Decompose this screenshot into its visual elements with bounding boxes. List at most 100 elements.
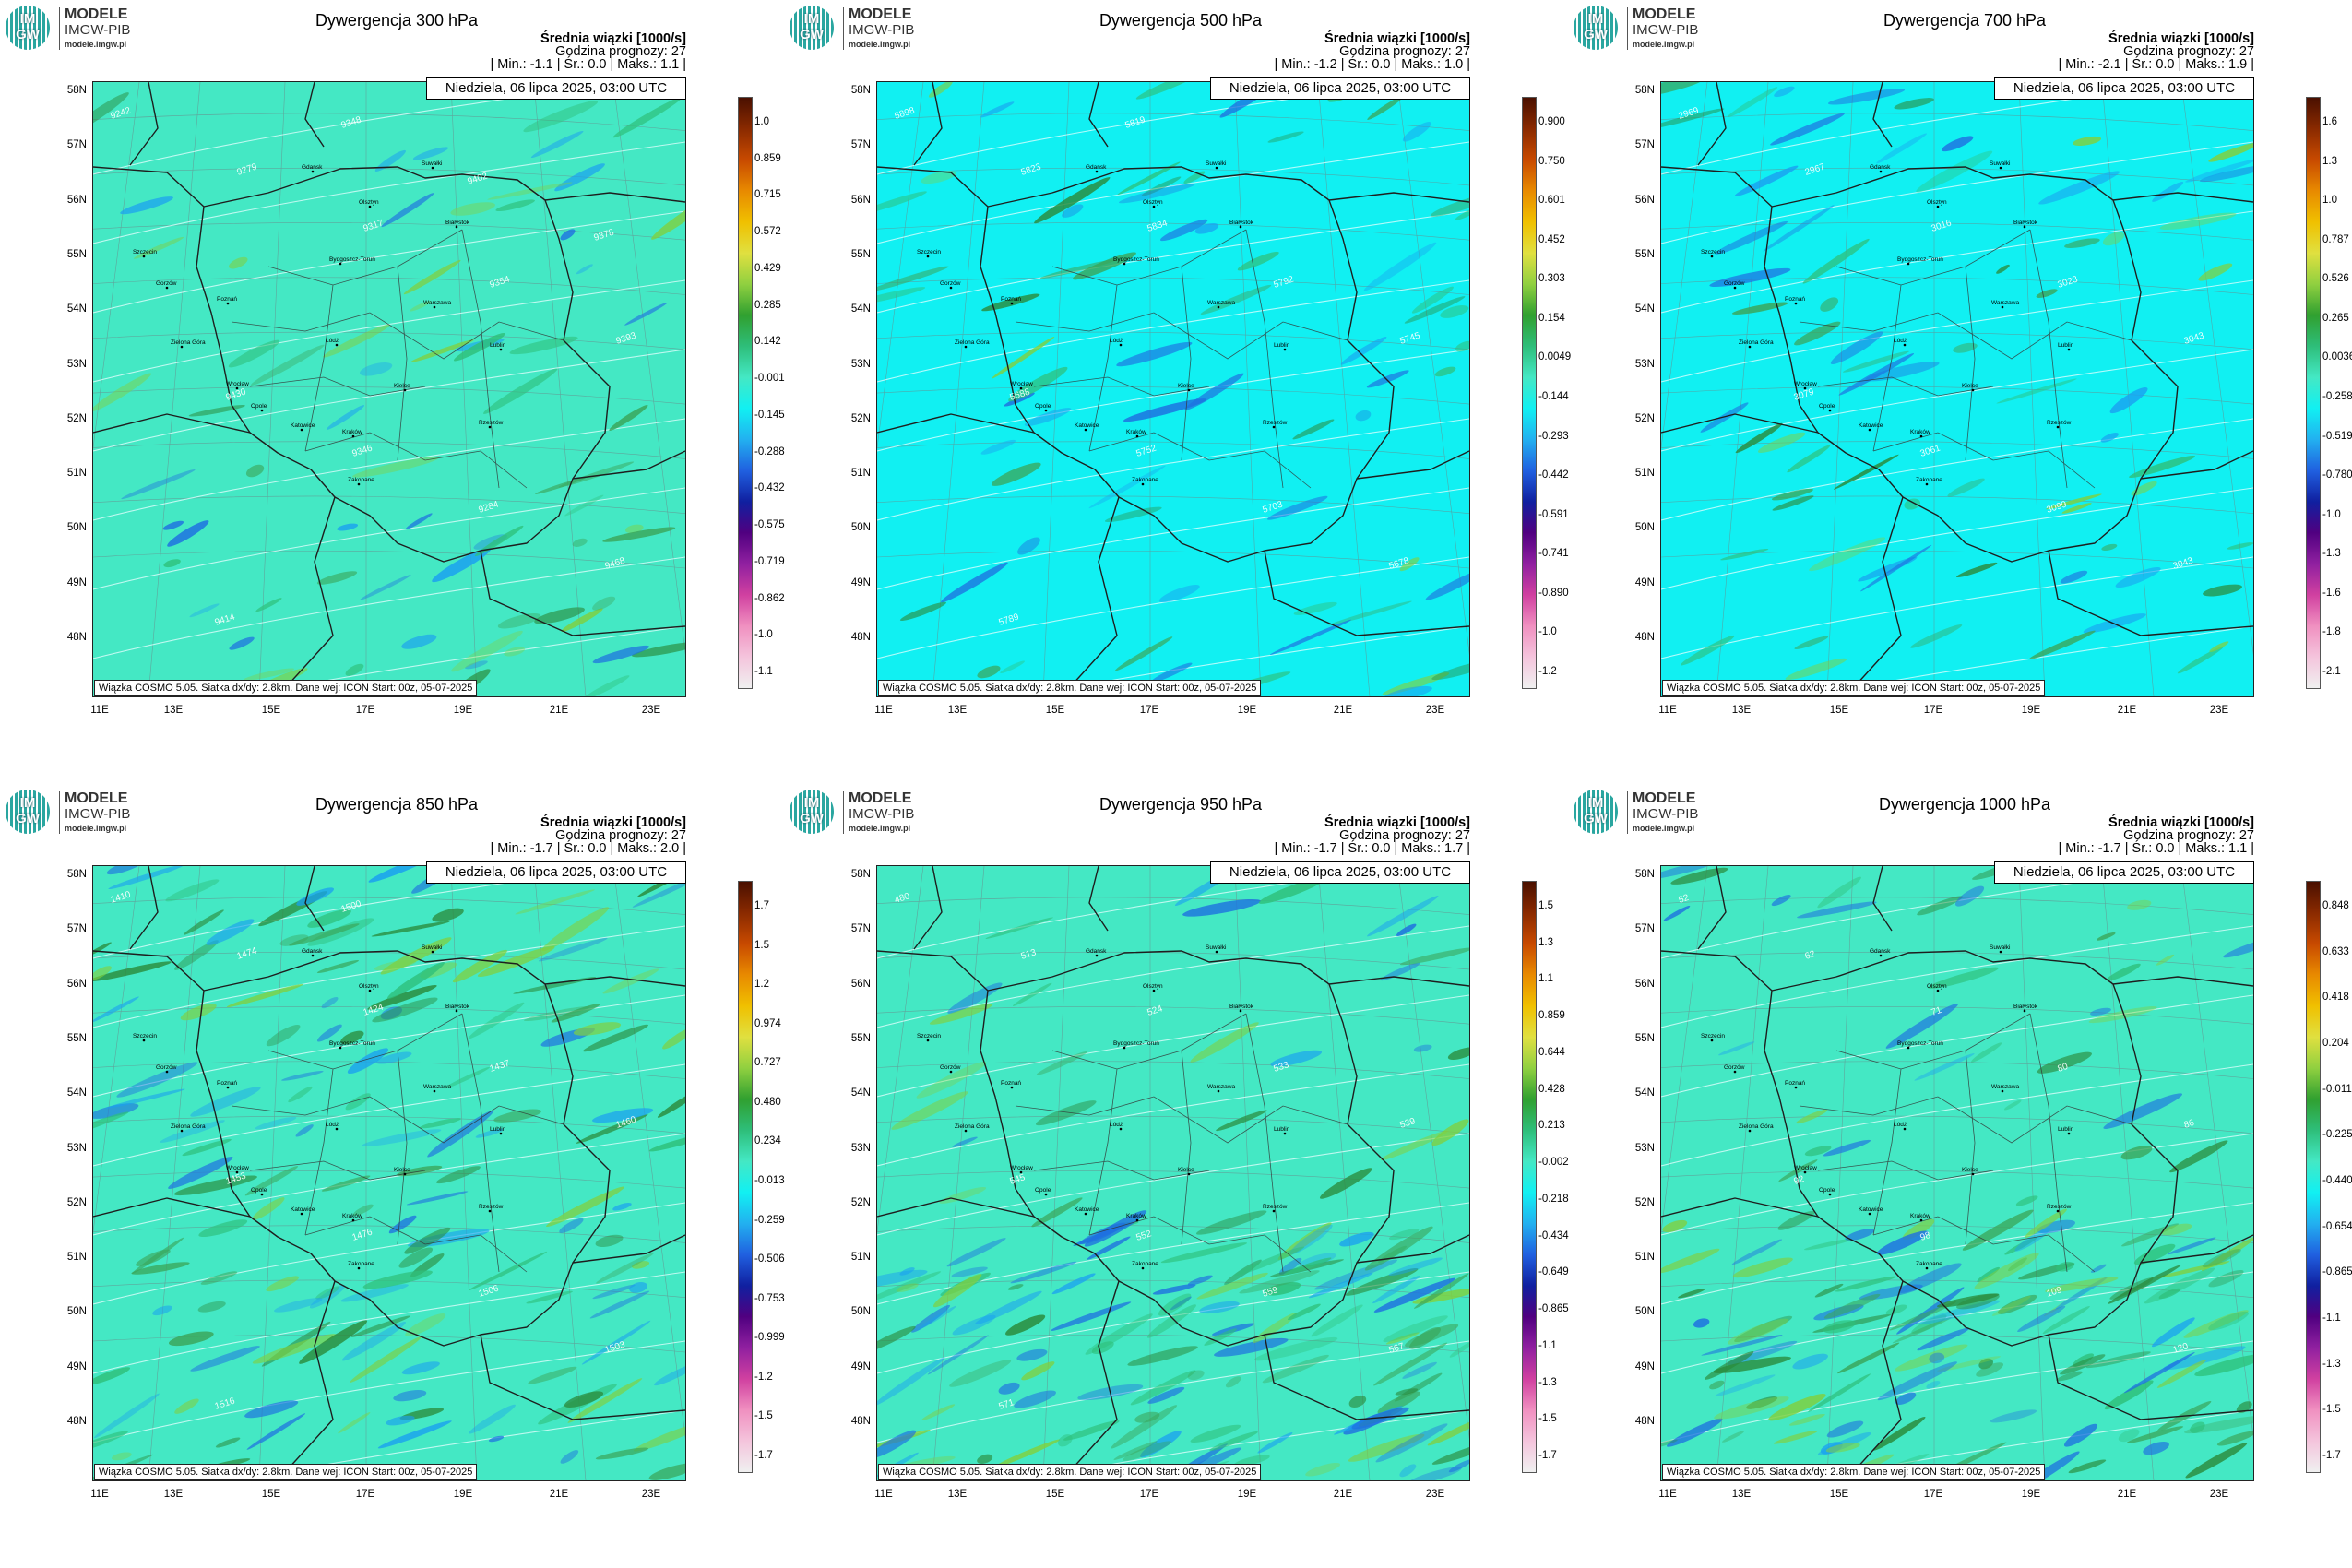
- border-czech: [277, 1280, 336, 1480]
- city-name: Kielce: [1178, 383, 1194, 389]
- city-marker: [1936, 989, 1940, 992]
- forecast-hour-label: Godzina prognozy: 27: [1339, 828, 1470, 843]
- city-marker: [1903, 343, 1907, 347]
- city-name: Rzeszów: [479, 1204, 504, 1210]
- city-name: Zielona Góra: [171, 1123, 206, 1130]
- city-labels: Gdańsk Olsztyn Szczecin Suwałki Białystok Byd…: [917, 944, 1290, 1270]
- longitude-label: 19E: [453, 1489, 473, 1500]
- contour-label: 109: [2046, 1285, 2064, 1300]
- city-marker: [1152, 989, 1156, 992]
- city-name: Suwałki: [422, 160, 442, 167]
- logo-mark-text: IM GW: [1584, 795, 1608, 826]
- forecast-date-box: Niedziela, 06 lipca 2025, 03:00 UTC: [426, 77, 686, 100]
- poland-border: [980, 950, 1395, 1347]
- contour-label: 1474: [236, 945, 259, 961]
- colorbar-tick-label: -1.0: [754, 629, 773, 641]
- border-northeast: [1328, 976, 1469, 987]
- logo-title: MODELE: [849, 790, 912, 806]
- city-marker: [1135, 434, 1139, 438]
- city-name: Łódź: [1894, 338, 1907, 344]
- contour-label: 9317: [362, 218, 386, 233]
- city-marker: [1084, 1212, 1087, 1216]
- city-marker: [1919, 1218, 1923, 1222]
- colorbar-tick-label: -1.8: [2322, 626, 2341, 638]
- city-marker: [1187, 388, 1191, 392]
- colorbar-tick-label: 0.715: [754, 189, 781, 201]
- city-name: Poznań: [1785, 1080, 1805, 1087]
- city-marker: [1748, 1129, 1752, 1133]
- logo-separator: [59, 7, 60, 50]
- map-canvas: 296929673016302330433079306130993043Gdań…: [1661, 82, 2253, 696]
- model-info-footer: Wiązka COSMO 5.05. Siatka dx/dy: 2.8km. …: [1662, 680, 2046, 696]
- colorbar-tick-label: -0.434: [1538, 1229, 1569, 1241]
- city-name: Gorzów: [940, 1064, 961, 1071]
- logo-title: MODELE: [1633, 6, 1696, 22]
- colorbar: [738, 97, 753, 689]
- colorbar-tick-label: -0.575: [754, 519, 785, 531]
- colorbar-tick-label: 0.633: [2322, 945, 2349, 957]
- city-marker: [142, 255, 146, 258]
- latitude-label: 53N: [850, 1142, 871, 1154]
- latitude-label: 54N: [850, 1087, 871, 1099]
- border-czech: [1845, 1280, 1904, 1480]
- forecast-panel: IM GW MODELE IMGW-PIB modele.imgw.pl Dywerge…: [0, 784, 785, 1568]
- colorbar-tick-label: -1.0: [1538, 626, 1557, 638]
- longitude-label: 17E: [355, 1489, 375, 1500]
- city-name: Olsztyn: [1143, 199, 1163, 206]
- city-name: Opole: [1035, 403, 1051, 410]
- city-marker: [433, 305, 436, 309]
- city-marker: [2001, 305, 2004, 309]
- city-marker: [2056, 425, 2060, 429]
- latitude-label: 57N: [1634, 139, 1655, 151]
- forecast-date-box: Niedziela, 06 lipca 2025, 03:00 UTC: [1210, 861, 1470, 884]
- logo-separator: [843, 791, 844, 834]
- city-marker: [180, 345, 184, 349]
- colorbar-tick-label: 1.6: [2322, 116, 2337, 127]
- city-name: Kraków: [342, 429, 362, 435]
- colorbar-tick-label: -1.7: [1538, 1450, 1557, 1461]
- divergence-map: 1410 1474 1424 1437 1460 1453 1476 1506 1503 1516…: [92, 865, 686, 1481]
- city-name: Kraków: [1126, 1213, 1146, 1219]
- longitude-label: 17E: [1923, 705, 1943, 716]
- city-marker: [1879, 954, 1883, 957]
- border-south: [1264, 1334, 1469, 1420]
- latitude-label: 57N: [66, 923, 87, 935]
- colorbar-tick-label: -0.144: [1538, 391, 1569, 402]
- city-marker: [357, 1266, 361, 1270]
- latitude-label: 51N: [66, 468, 87, 480]
- colorbar-tick-label: -0.741: [1538, 548, 1569, 560]
- city-name: Katowice: [1075, 1206, 1099, 1213]
- colorbar: [2306, 881, 2321, 1473]
- colorbar-tick-label: -0.288: [754, 445, 785, 457]
- border-southwest: [1661, 1197, 1819, 1218]
- colorbar-tick-label: -0.259: [754, 1214, 785, 1226]
- city-marker: [1187, 1172, 1191, 1176]
- logo-title: MODELE: [65, 6, 128, 22]
- city-marker: [1733, 286, 1737, 290]
- model-info-footer: Wiązka COSMO 5.05. Siatka dx/dy: 2.8km. …: [94, 1464, 478, 1480]
- city-marker: [1903, 1127, 1907, 1131]
- logo-url: modele.imgw.pl: [849, 40, 911, 49]
- city-name: Poznań: [1001, 1080, 1021, 1087]
- border-northeast: [544, 192, 685, 203]
- latitude-label: 48N: [66, 632, 87, 643]
- latitude-label: 51N: [850, 1252, 871, 1264]
- city-marker: [499, 1132, 503, 1135]
- ensemble-mean-label: Średnia wiązki [1000/s]: [2108, 31, 2254, 46]
- contour-label: 9354: [489, 274, 512, 290]
- border-southwest: [877, 413, 1035, 434]
- coastline-west: [1661, 166, 1773, 208]
- border-denmark: [1697, 82, 1727, 166]
- logo-org: IMGW-PIB: [849, 806, 915, 822]
- forecast-date-box: Niedziela, 06 lipca 2025, 03:00 UTC: [1210, 77, 1470, 100]
- colorbar-tick-label: 0.974: [754, 1017, 781, 1029]
- city-name: Zakopane: [348, 1261, 374, 1267]
- city-marker: [1803, 1170, 1807, 1174]
- city-labels: Gdańsk Olsztyn Szczecin Suwałki Białystok Byd…: [133, 160, 506, 486]
- city-marker: [1283, 1132, 1287, 1135]
- colorbar-tick-label: -1.3: [1538, 1376, 1557, 1388]
- country-borders: [1661, 82, 2253, 696]
- border-czech: [277, 496, 336, 696]
- imgw-logo: IM GW MODELE IMGW-PIB modele.imgw.pl: [6, 6, 144, 53]
- border-denmark: [913, 82, 943, 166]
